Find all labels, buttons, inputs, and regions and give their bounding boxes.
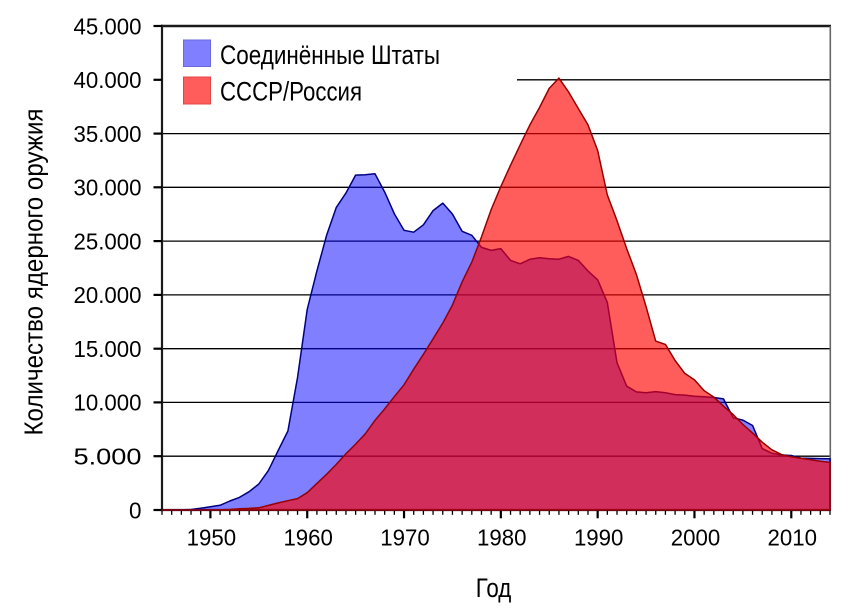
svg-text:СССР/Россия: СССР/Россия xyxy=(220,77,362,107)
svg-text:2000: 2000 xyxy=(671,525,721,551)
svg-text:Соединённые Штаты: Соединённые Штаты xyxy=(220,40,440,70)
svg-text:20.000: 20.000 xyxy=(74,282,142,308)
svg-text:Год: Год xyxy=(476,573,512,603)
svg-text:1970: 1970 xyxy=(380,525,430,551)
svg-text:1980: 1980 xyxy=(477,525,527,551)
svg-text:15.000: 15.000 xyxy=(74,336,142,362)
svg-text:1960: 1960 xyxy=(283,525,333,551)
svg-text:1950: 1950 xyxy=(187,525,237,551)
svg-text:35.000: 35.000 xyxy=(74,121,142,147)
svg-text:25.000: 25.000 xyxy=(74,228,142,254)
svg-text:2010: 2010 xyxy=(768,525,818,551)
svg-text:1990: 1990 xyxy=(574,525,624,551)
svg-text:45.000: 45.000 xyxy=(74,13,142,39)
svg-text:Количество ядерного оружия: Количество ядерного оружия xyxy=(21,109,49,436)
svg-text:30.000: 30.000 xyxy=(74,175,142,201)
svg-text:40.000: 40.000 xyxy=(74,67,142,93)
svg-text:5.000: 5.000 xyxy=(74,444,142,470)
svg-text:10.000: 10.000 xyxy=(74,390,142,416)
svg-text:0: 0 xyxy=(129,497,142,523)
